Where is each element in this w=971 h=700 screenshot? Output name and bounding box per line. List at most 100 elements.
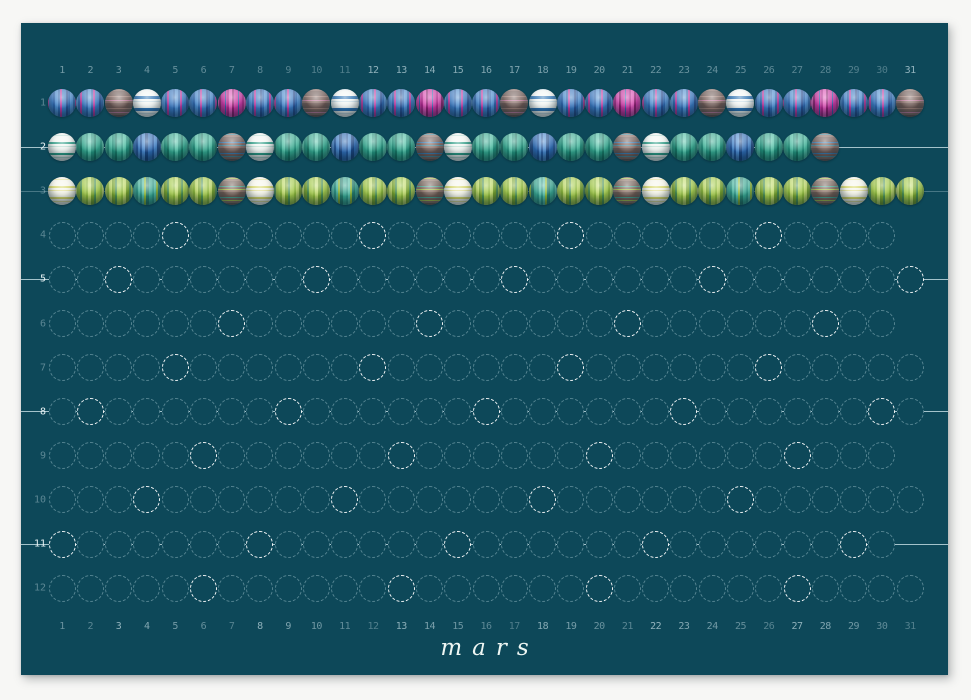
top-day-number: 30 (876, 65, 888, 76)
top-day-number: 27 (791, 65, 803, 76)
day-bead (48, 177, 76, 206)
day-circle (218, 442, 246, 470)
day-circle (444, 486, 472, 514)
day-bead (585, 89, 614, 117)
day-circle (698, 486, 726, 514)
top-day-number: 26 (763, 65, 775, 76)
sunday-day-circle (755, 354, 783, 382)
day-bead (783, 89, 812, 117)
day-circle (416, 574, 443, 602)
month-row-label: 4 (39, 229, 46, 241)
day-bead (189, 89, 218, 117)
day-bead (698, 133, 727, 162)
day-circle (642, 265, 670, 293)
day-circle (246, 354, 274, 382)
day-bead (132, 177, 161, 206)
day-bead (613, 89, 642, 117)
top-day-number: 13 (395, 65, 408, 76)
day-circle (642, 574, 670, 602)
day-circle (557, 486, 585, 514)
month-row-label: 11 (33, 538, 46, 550)
day-circle (472, 486, 500, 514)
sunday-day-circle (161, 221, 189, 249)
day-circle (613, 486, 641, 514)
day-bead (443, 177, 472, 206)
day-bead (472, 133, 501, 162)
day-bead (811, 89, 840, 117)
day-bead (302, 89, 331, 117)
day-circle (331, 442, 359, 470)
day-bead (387, 177, 416, 206)
day-bead (76, 133, 105, 162)
bottom-day-number: 22 (650, 621, 662, 632)
sunday-day-circle (48, 530, 76, 558)
day-circle (472, 265, 500, 293)
day-circle (161, 310, 189, 337)
day-circle (726, 310, 754, 337)
sunday-day-circle (585, 442, 613, 470)
day-circle (642, 398, 670, 426)
day-circle (416, 265, 443, 293)
day-circle (76, 486, 104, 514)
bottom-day-number: 15 (452, 621, 464, 632)
day-circle (840, 574, 868, 602)
sunday-day-circle (868, 398, 896, 426)
day-circle (274, 530, 302, 558)
day-circle (529, 574, 557, 602)
sunday-day-circle (331, 486, 359, 514)
day-bead (217, 177, 246, 206)
day-circle (48, 486, 76, 514)
day-bead (415, 177, 444, 206)
day-circle (868, 221, 896, 249)
month-row-label: 10 (33, 494, 46, 506)
day-circle (811, 530, 839, 558)
day-bead (613, 177, 642, 206)
month-row-label: 5 (39, 273, 46, 285)
sunday-day-circle (189, 442, 217, 470)
day-circle (387, 310, 415, 337)
day-circle (416, 442, 443, 470)
day-circle (189, 486, 217, 514)
day-bead (783, 133, 812, 162)
month-row-label: 6 (39, 318, 46, 329)
day-circle (642, 486, 670, 514)
top-day-number: 15 (452, 65, 464, 76)
day-bead (669, 89, 698, 117)
day-bead (189, 133, 218, 162)
day-circle (105, 398, 133, 426)
sunday-day-circle (302, 265, 330, 293)
day-circle (670, 442, 698, 470)
day-circle (302, 574, 330, 602)
day-circle (698, 354, 726, 382)
bottom-day-number: 2 (87, 621, 94, 632)
sunday-day-circle (444, 530, 472, 558)
bottom-day-number: 8 (257, 621, 263, 632)
top-day-number: 16 (480, 65, 493, 76)
day-bead (811, 133, 840, 162)
day-circle (811, 442, 839, 470)
day-circle (274, 354, 302, 382)
day-circle (840, 398, 868, 426)
day-circle (557, 265, 585, 293)
day-circle (246, 574, 274, 602)
day-circle (302, 310, 330, 337)
sunday-day-circle (274, 398, 302, 426)
bottom-day-number: 29 (848, 621, 860, 632)
day-bead (867, 89, 896, 117)
day-circle (585, 221, 613, 249)
day-circle (161, 574, 189, 602)
day-circle (868, 354, 896, 382)
day-circle (896, 398, 924, 426)
day-circle (557, 574, 585, 602)
day-circle (670, 310, 698, 337)
sunday-day-circle (472, 398, 500, 426)
top-day-number: 4 (144, 65, 150, 76)
day-circle (613, 398, 641, 426)
day-circle (642, 442, 670, 470)
day-circle (642, 310, 670, 337)
day-bead (754, 177, 783, 206)
day-circle (48, 310, 76, 337)
day-bead (189, 177, 218, 206)
day-circle (246, 398, 274, 426)
day-bead (500, 133, 529, 162)
